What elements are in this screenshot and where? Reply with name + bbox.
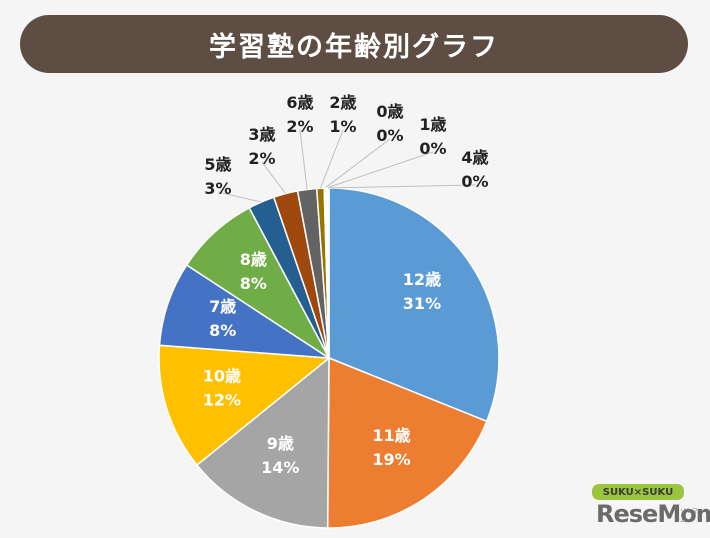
slice-percent-label: 3% — [204, 179, 231, 198]
leader-line — [328, 184, 476, 189]
slice-label: 7歳 — [209, 297, 236, 316]
leader-line — [326, 151, 434, 189]
slice-label: 1歳 — [419, 115, 446, 134]
slice-label: 5歳 — [204, 155, 231, 174]
slice-percent-label: 0% — [461, 172, 488, 191]
pie-slice — [158, 344, 331, 467]
pie-slice — [195, 356, 330, 529]
slice-label: 0歳 — [376, 102, 403, 121]
slice-label: 2歳 — [329, 93, 356, 112]
slice-percent-label: 2% — [248, 149, 275, 168]
logo-kana-text: リセマム — [680, 508, 699, 524]
pie-slice — [326, 356, 488, 529]
resemom-logo: SUKU×SUKU ReseMom リセマム — [592, 484, 710, 532]
slice-percent-label: 0% — [376, 126, 403, 145]
slice-label: 3歳 — [248, 125, 275, 144]
title-banner: 学習塾の年齢別グラフ — [20, 15, 688, 73]
chart-title: 学習塾の年齢別グラフ — [209, 31, 499, 63]
slice-percent-label: 31% — [403, 294, 441, 313]
slice-percent-label: 1% — [329, 117, 356, 136]
logo-bottom-text: ReseMom — [596, 500, 710, 528]
slice-percent-label: 0% — [419, 139, 446, 158]
slice-percent-label: 12% — [203, 390, 241, 409]
leader-line — [319, 129, 344, 189]
slice-percent-label: 2% — [286, 117, 313, 136]
slice-label: 6歳 — [286, 93, 313, 112]
leader-line — [217, 191, 262, 203]
logo-top-text: SUKU×SUKU — [592, 484, 684, 500]
slice-label: 4歳 — [461, 148, 488, 167]
slice-percent-label: 8% — [240, 274, 267, 293]
leader-line — [261, 161, 286, 194]
leader-line — [324, 138, 391, 189]
slice-percent-label: 14% — [261, 458, 299, 477]
slice-label: 11歳 — [372, 426, 410, 445]
slice-label: 10歳 — [203, 366, 241, 385]
slice-percent-label: 8% — [209, 321, 236, 340]
slice-label: 8歳 — [240, 250, 267, 269]
slice-label: 9歳 — [267, 434, 294, 453]
slice-label: 12歳 — [403, 270, 441, 289]
leader-line — [299, 129, 308, 190]
slice-percent-label: 19% — [372, 450, 410, 469]
pie-slice — [328, 187, 500, 423]
